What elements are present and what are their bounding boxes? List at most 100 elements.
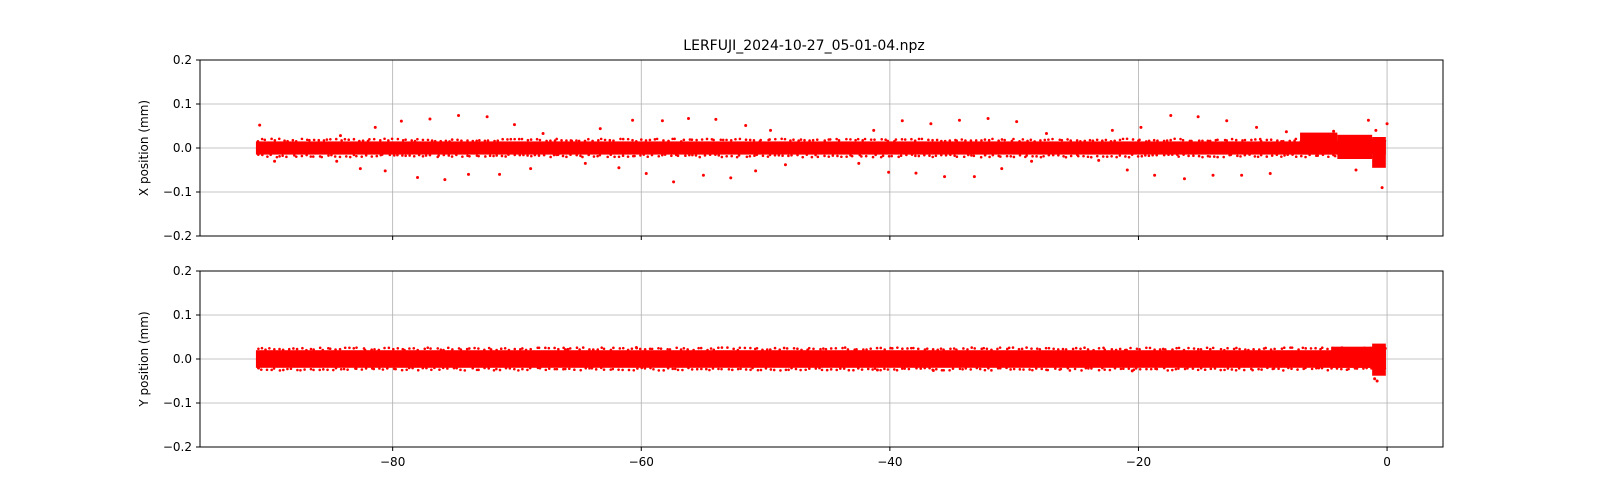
data-point <box>699 346 703 350</box>
data-point <box>631 138 634 142</box>
data-point <box>528 366 532 370</box>
data-point <box>1331 346 1335 350</box>
data-point <box>1059 367 1063 371</box>
data-point <box>433 366 436 370</box>
data-point <box>613 155 616 159</box>
data-point <box>1109 139 1113 143</box>
data-point <box>1051 153 1055 157</box>
data-point <box>1358 139 1361 143</box>
data-point <box>1018 154 1022 157</box>
data-point <box>1310 367 1314 371</box>
data-point <box>936 348 940 352</box>
data-point <box>581 346 585 349</box>
data-point <box>1296 368 1299 371</box>
data-point <box>617 166 621 170</box>
data-point <box>568 347 572 350</box>
data-point <box>970 154 973 157</box>
data-point <box>1018 368 1022 371</box>
data-point <box>1239 155 1242 158</box>
data-point <box>1015 120 1019 124</box>
data-point <box>749 346 752 350</box>
data-point <box>1169 113 1173 117</box>
data-point <box>450 155 454 158</box>
data-point <box>1362 367 1365 370</box>
data-point <box>676 368 680 372</box>
data-point <box>648 138 652 142</box>
data-point <box>283 139 286 142</box>
data-point <box>332 368 335 372</box>
data-point <box>257 347 260 351</box>
data-point <box>825 368 829 372</box>
data-point <box>565 139 568 142</box>
data-point <box>756 368 760 372</box>
data-point <box>1352 138 1356 142</box>
data-point <box>893 139 896 143</box>
data-point <box>1170 368 1174 372</box>
data-point <box>1139 125 1143 129</box>
data-point <box>1293 139 1296 142</box>
data-point <box>815 138 819 141</box>
data-point <box>603 138 607 142</box>
data-point <box>278 369 282 372</box>
data-point <box>823 139 827 142</box>
data-point <box>1294 155 1298 158</box>
data-point <box>1216 155 1219 159</box>
data-point <box>1114 348 1118 352</box>
data-point <box>560 139 563 142</box>
data-point <box>1304 347 1307 350</box>
data-point <box>753 154 756 158</box>
data-point <box>471 139 475 143</box>
data-point <box>1134 367 1138 370</box>
data-point <box>621 368 624 372</box>
data-point <box>884 138 887 142</box>
data-point <box>421 154 425 158</box>
data-point <box>1162 366 1166 370</box>
data-point <box>1079 347 1082 351</box>
data-point <box>408 347 411 350</box>
data-point <box>934 154 938 158</box>
data-point <box>675 346 679 350</box>
data-point <box>1125 168 1129 172</box>
data-point <box>1175 153 1179 156</box>
data-point <box>1276 139 1279 142</box>
data-point <box>591 139 594 143</box>
data-point <box>796 153 799 157</box>
data-point <box>483 139 487 143</box>
data-point <box>364 154 368 157</box>
data-point <box>1135 347 1139 351</box>
data-point <box>564 367 567 371</box>
data-point <box>524 348 528 352</box>
data-point <box>695 367 699 371</box>
data-point <box>804 368 807 372</box>
data-point <box>990 348 993 352</box>
data-point <box>291 138 295 142</box>
data-point <box>1031 368 1034 372</box>
data-point <box>455 153 458 157</box>
data-point <box>982 346 986 350</box>
data-point <box>1086 155 1090 159</box>
data-point <box>953 154 956 157</box>
data-point <box>978 367 982 371</box>
data-point <box>1167 153 1170 156</box>
data-point <box>430 139 434 142</box>
data-point <box>1260 368 1263 371</box>
data-point <box>1101 155 1105 158</box>
data-point <box>1247 348 1250 352</box>
data-point <box>296 368 299 372</box>
data-point <box>682 138 686 142</box>
data-point <box>1153 348 1156 352</box>
data-point <box>671 367 675 371</box>
data-point <box>1384 347 1387 350</box>
data-point <box>1162 139 1166 143</box>
data-point <box>843 346 847 349</box>
data-point <box>1192 347 1196 350</box>
data-point <box>917 154 921 158</box>
data-point <box>360 368 364 371</box>
data-point <box>910 153 914 156</box>
data-point <box>596 154 599 158</box>
data-point <box>439 348 443 351</box>
data-point <box>1375 379 1379 383</box>
y-tick-label: 0.0 <box>173 141 192 155</box>
data-point <box>412 154 416 158</box>
data-point <box>1103 348 1107 352</box>
